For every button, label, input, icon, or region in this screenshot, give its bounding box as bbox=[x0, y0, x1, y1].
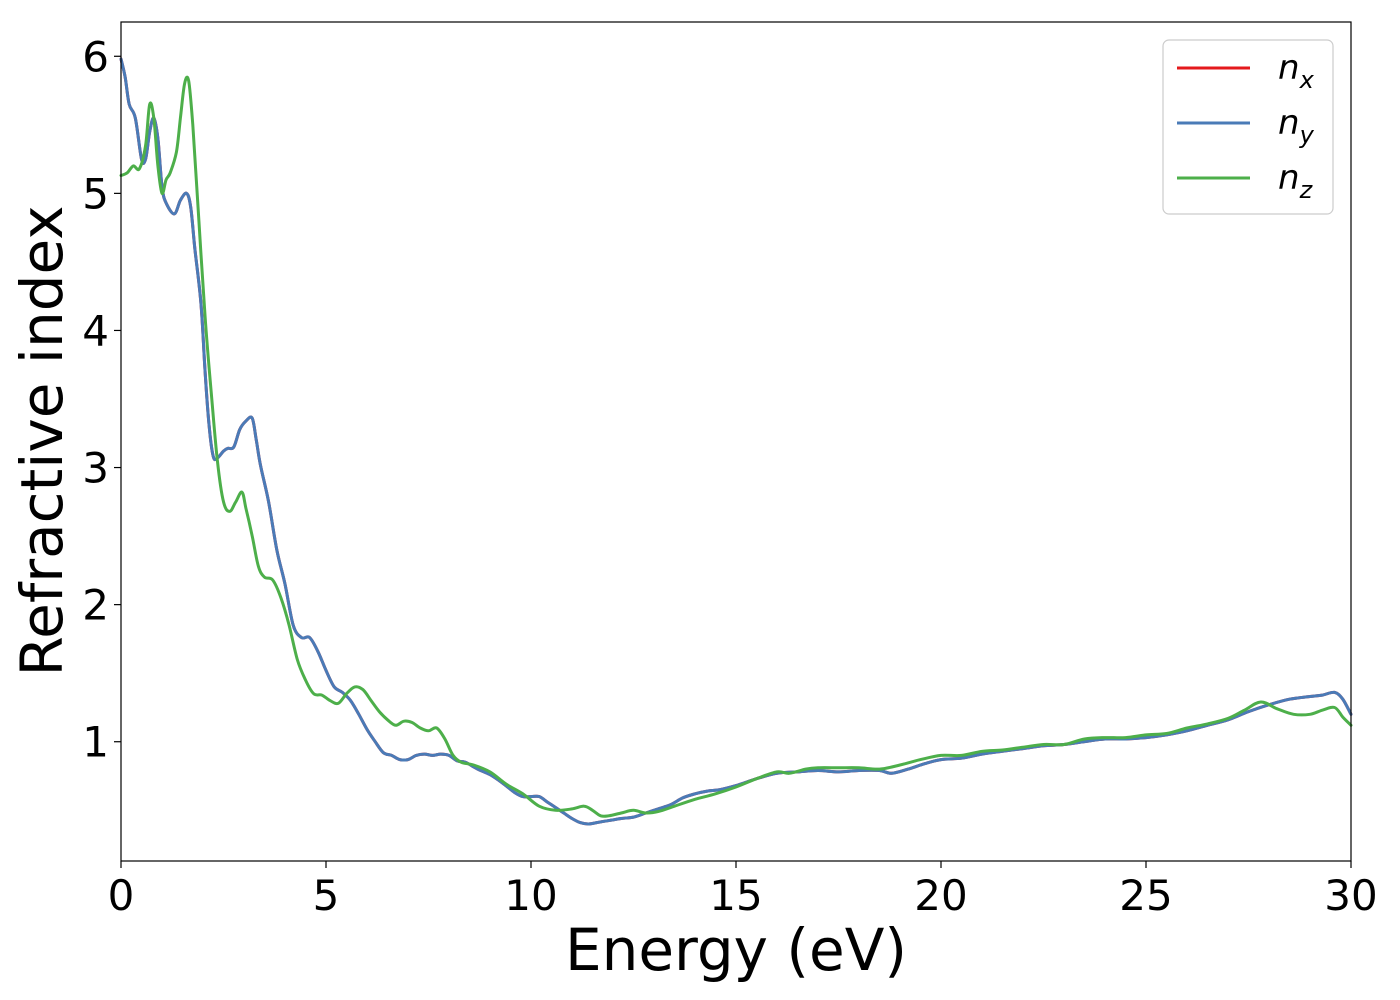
x-tick-label-4: 20 bbox=[914, 871, 967, 920]
series-layer bbox=[119, 57, 1353, 826]
x-tick-label-3: 15 bbox=[709, 871, 762, 920]
y-axis-label: Refractive index bbox=[8, 205, 76, 676]
y-tick-label-4: 5 bbox=[82, 169, 109, 218]
y-tick-label-3: 4 bbox=[82, 306, 109, 355]
x-tick-label-6: 30 bbox=[1324, 871, 1377, 920]
x-axis-label: Energy (eV) bbox=[565, 916, 907, 984]
x-axis-ticks: 0 5 10 15 20 25 30 bbox=[108, 861, 1378, 920]
legend: nx ny nz bbox=[1162, 39, 1334, 215]
legend-box bbox=[1162, 39, 1334, 215]
x-tick-label-5: 25 bbox=[1119, 871, 1172, 920]
y-tick-label-2: 3 bbox=[82, 444, 109, 493]
legend-label-x: nx bbox=[1278, 48, 1315, 94]
y-tick-label-1: 2 bbox=[82, 581, 109, 630]
x-tick-label-1: 5 bbox=[313, 871, 340, 920]
legend-label-y: ny bbox=[1278, 103, 1315, 149]
y-axis-ticks: 1 2 3 4 5 6 bbox=[82, 32, 121, 767]
series-line-z bbox=[119, 75, 1353, 818]
y-tick-label-5: 6 bbox=[82, 32, 109, 81]
y-tick-label-0: 1 bbox=[82, 718, 109, 767]
x-tick-label-2: 10 bbox=[504, 871, 557, 920]
legend-label-z: nz bbox=[1278, 158, 1314, 204]
plot-background bbox=[121, 22, 1351, 861]
x-tick-label-0: 0 bbox=[108, 871, 135, 920]
